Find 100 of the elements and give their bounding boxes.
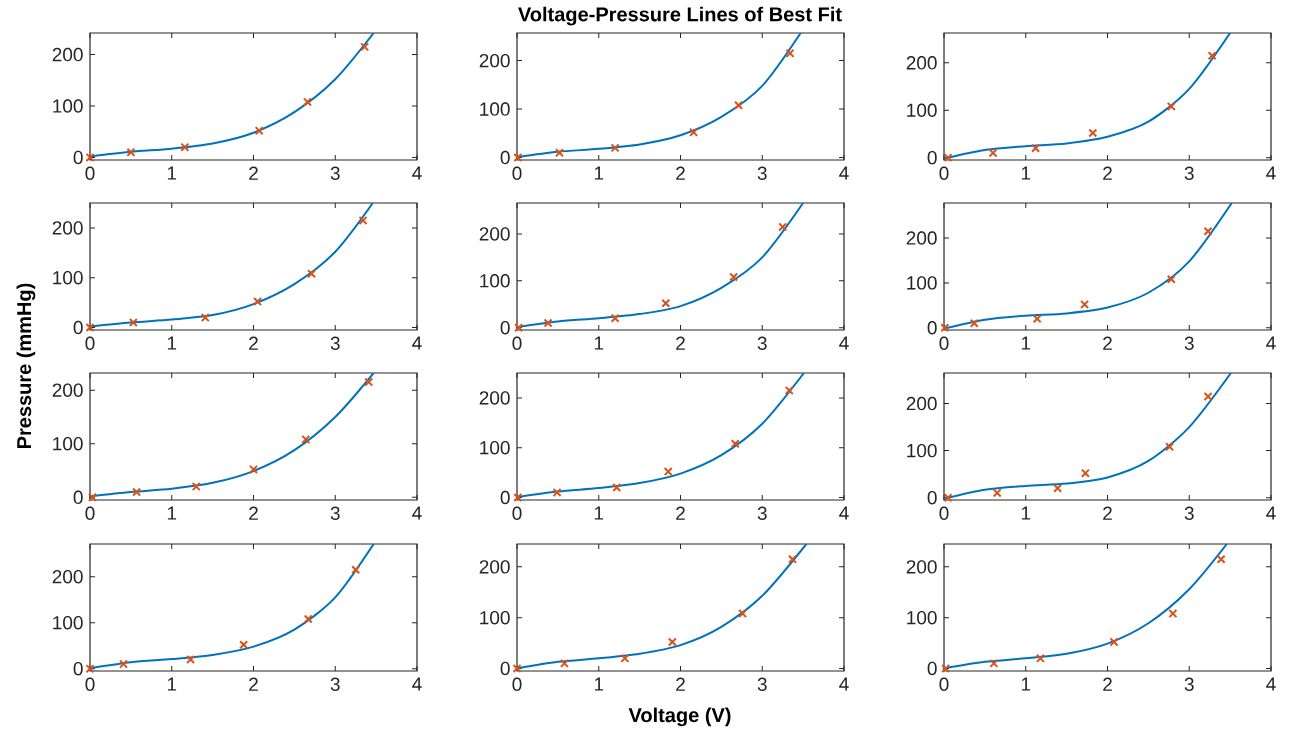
y-tick-label: 200 bbox=[52, 47, 83, 62]
point bbox=[85, 664, 95, 674]
y-tick-label: 200 bbox=[479, 227, 510, 241]
point bbox=[360, 42, 370, 52]
point bbox=[180, 142, 190, 152]
point bbox=[663, 467, 673, 477]
point bbox=[778, 222, 788, 232]
point bbox=[1216, 554, 1226, 564]
point bbox=[1080, 468, 1090, 478]
x-tick-label: 2 bbox=[1103, 677, 1112, 691]
x-tick-label: 4 bbox=[1266, 336, 1276, 350]
point bbox=[989, 658, 999, 668]
x-tick-label: 4 bbox=[412, 506, 422, 520]
point bbox=[785, 48, 795, 58]
x-tick-label: 4 bbox=[412, 677, 422, 691]
x-tick-label: 1 bbox=[167, 166, 177, 180]
point bbox=[738, 609, 748, 619]
y-tick-label: 0 bbox=[500, 490, 510, 505]
point bbox=[200, 313, 210, 323]
line-series bbox=[90, 544, 375, 670]
x-tick-label: 0 bbox=[939, 506, 949, 520]
y-tick-label: 100 bbox=[53, 615, 83, 630]
point bbox=[554, 148, 565, 158]
point bbox=[943, 493, 953, 503]
y-tick-label: 200 bbox=[479, 53, 510, 68]
x-tick-label: 0 bbox=[939, 166, 949, 180]
x-tick-label: 3 bbox=[1184, 166, 1194, 180]
point bbox=[992, 488, 1002, 498]
point bbox=[787, 554, 798, 564]
x-tick-label: 3 bbox=[757, 166, 767, 180]
x-tick-label: 1 bbox=[1021, 506, 1031, 520]
point bbox=[543, 318, 553, 328]
point bbox=[969, 318, 979, 328]
point bbox=[254, 126, 264, 136]
x-tick-label: 1 bbox=[594, 166, 604, 180]
point bbox=[1168, 609, 1178, 619]
point bbox=[358, 215, 368, 225]
x-tick-label: 2 bbox=[676, 166, 685, 180]
y-tick-label: 100 bbox=[907, 103, 937, 117]
point bbox=[667, 637, 677, 647]
y-tick-label: 0 bbox=[500, 320, 510, 335]
x-tick-label: 0 bbox=[512, 506, 522, 520]
point bbox=[303, 614, 313, 624]
x-tick-label: 2 bbox=[676, 677, 685, 691]
x-tick-label: 3 bbox=[757, 677, 767, 691]
y-tick-label: 100 bbox=[53, 270, 83, 285]
x-tick-label: 3 bbox=[330, 166, 340, 180]
y-tick-label: 200 bbox=[52, 221, 83, 235]
point bbox=[301, 434, 311, 444]
x-tick-label: 2 bbox=[249, 506, 258, 520]
x-tick-label: 2 bbox=[676, 506, 685, 520]
point bbox=[364, 377, 374, 387]
chart-title: Voltage-Pressure Lines of Best Fit bbox=[518, 6, 842, 26]
y-tick-label: 200 bbox=[479, 391, 510, 405]
y-tick-label: 200 bbox=[52, 569, 83, 584]
x-tick-label: 3 bbox=[1184, 336, 1194, 350]
y-tick-label: 0 bbox=[73, 150, 83, 165]
point bbox=[1166, 274, 1176, 284]
point bbox=[1035, 653, 1046, 663]
point bbox=[1053, 483, 1063, 493]
y-tick-label: 200 bbox=[906, 56, 937, 70]
x-tick-label: 0 bbox=[512, 336, 522, 350]
x-tick-label: 4 bbox=[839, 166, 849, 180]
line-series bbox=[944, 373, 1232, 500]
point bbox=[1203, 226, 1213, 236]
x-tick-label: 2 bbox=[1103, 336, 1112, 350]
x-tick-label: 1 bbox=[1021, 336, 1031, 350]
y-tick-label: 0 bbox=[927, 150, 937, 165]
line-series bbox=[90, 32, 375, 158]
point bbox=[186, 654, 196, 665]
line-series bbox=[944, 33, 1232, 160]
point bbox=[784, 385, 794, 395]
x-tick-label: 0 bbox=[85, 506, 95, 520]
line-series bbox=[517, 32, 802, 159]
x-tick-label: 0 bbox=[85, 677, 95, 691]
y-tick-label: 200 bbox=[906, 231, 937, 245]
point bbox=[1109, 637, 1119, 647]
line-series bbox=[944, 203, 1233, 330]
point bbox=[943, 153, 953, 163]
point bbox=[351, 565, 361, 575]
point bbox=[514, 323, 524, 333]
x-tick-label: 1 bbox=[167, 506, 177, 520]
point bbox=[302, 97, 312, 107]
x-tick-label: 0 bbox=[85, 166, 95, 180]
x-tick-label: 4 bbox=[1266, 166, 1276, 180]
point bbox=[612, 483, 622, 493]
x-tick-label: 4 bbox=[839, 677, 849, 691]
point bbox=[734, 100, 744, 110]
point bbox=[661, 298, 671, 308]
point bbox=[941, 663, 951, 673]
point bbox=[1207, 51, 1217, 61]
x-tick-label: 0 bbox=[85, 336, 95, 350]
x-tick-label: 2 bbox=[676, 336, 685, 350]
x-tick-label: 0 bbox=[939, 677, 949, 691]
y-tick-label: 200 bbox=[906, 560, 937, 574]
point bbox=[988, 148, 998, 158]
point bbox=[132, 487, 142, 497]
x-tick-label: 2 bbox=[249, 336, 258, 350]
x-tick-label: 1 bbox=[167, 677, 177, 691]
y-tick-label: 200 bbox=[906, 396, 937, 411]
